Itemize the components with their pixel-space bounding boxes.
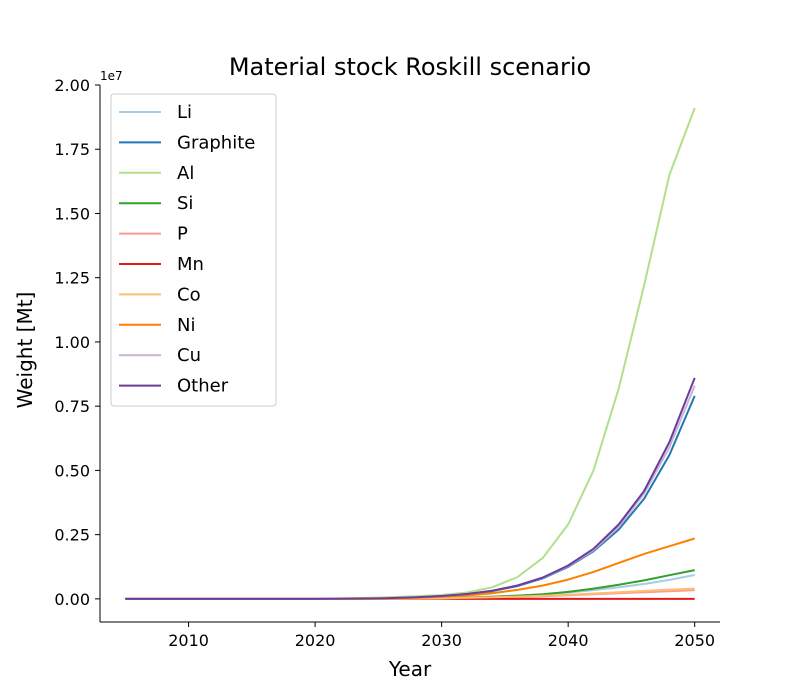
plot-area — [125, 107, 696, 600]
y-tick-label: 1.25 — [54, 269, 90, 288]
x-tick-label: 2030 — [421, 631, 462, 650]
x-axis-title: Year — [388, 657, 432, 681]
y-tick-label: 0.00 — [54, 590, 90, 609]
legend-label: Ni — [177, 315, 195, 336]
legend: Li Graphite Al Si P Mn Co Ni Cu Other — [110, 93, 277, 407]
legend-label: Cu — [177, 345, 201, 366]
chart-title: Material stock Roskill scenario — [229, 53, 591, 81]
y-offset-label: 1e7 — [100, 69, 123, 83]
y-tick-label: 0.50 — [54, 461, 90, 480]
x-tick-label: 2040 — [548, 631, 589, 650]
legend-label: Li — [177, 102, 192, 123]
y-axis-title: Weight [Mt] — [13, 292, 37, 409]
legend-label: Other — [177, 376, 229, 397]
x-tick-label: 2010 — [168, 631, 209, 650]
legend-label: Al — [177, 163, 194, 184]
y-tick-label: 0.25 — [54, 526, 90, 545]
y-tick-label: 1.50 — [54, 204, 90, 223]
x-tick-label: 2050 — [674, 631, 715, 650]
series-line-ni — [125, 537, 695, 600]
y-tick-label: 2.00 — [54, 76, 90, 95]
series-line-other — [125, 377, 696, 600]
y-tick-label: 0.75 — [54, 397, 90, 416]
x-tick-label: 2020 — [295, 631, 336, 650]
y-tick-label: 1.00 — [54, 333, 90, 352]
legend-label: P — [177, 224, 188, 245]
series-line-graphite — [125, 395, 696, 600]
x-axis: 2010 2020 2030 2040 2050 — [100, 621, 720, 650]
legend-label: Si — [177, 193, 193, 214]
y-tick-label: 1.75 — [54, 140, 90, 159]
legend-label: Co — [177, 284, 201, 305]
legend-label: Graphite — [177, 132, 255, 153]
legend-label: Mn — [177, 254, 204, 275]
y-axis: 0.00 0.25 0.50 0.75 1.00 1.25 1.50 1.75 2.00 — [54, 76, 101, 622]
